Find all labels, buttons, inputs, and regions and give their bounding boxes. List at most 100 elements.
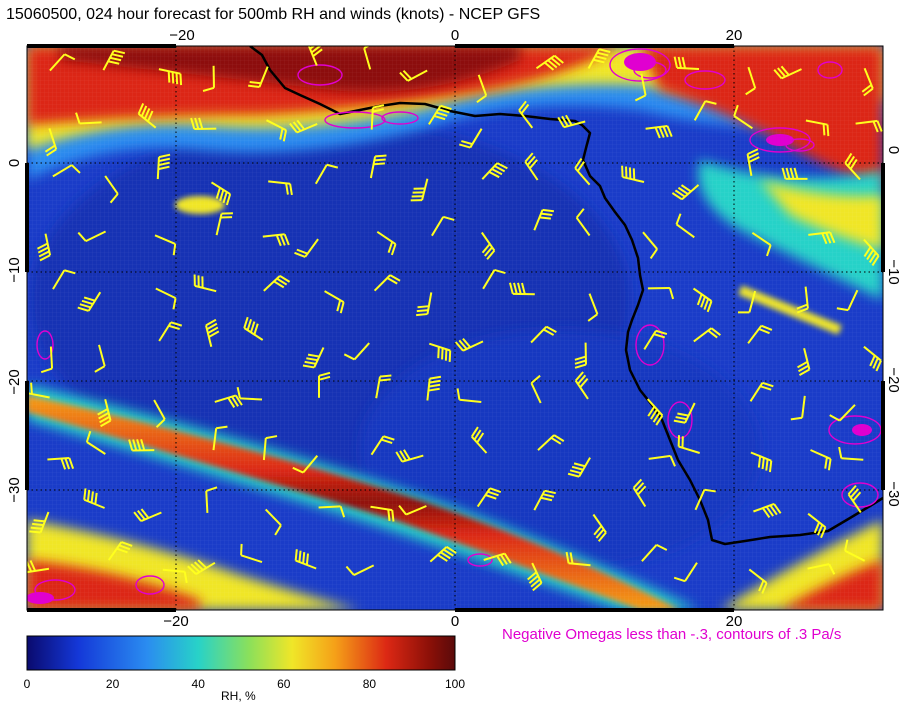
wind-barb [158, 321, 183, 342]
lat-label-left-s10: −10 [6, 257, 23, 282]
wind-barb [671, 184, 700, 201]
wind-barb [395, 449, 424, 463]
wind-barb [162, 568, 188, 584]
wind-barb [642, 231, 658, 259]
colorbar-ticks: 0 20 40 60 80 100 [24, 677, 466, 691]
wind-barb [264, 508, 282, 536]
wind-barb [807, 512, 827, 539]
wind-barb [190, 117, 217, 130]
wind-barb [587, 48, 611, 69]
wind-barb [416, 292, 433, 317]
wind-barb [324, 290, 345, 314]
wind-barb [289, 119, 318, 134]
wind-barb [481, 162, 508, 180]
wind-barb [262, 233, 290, 247]
wind-barb [673, 402, 696, 424]
wind-barb [187, 559, 216, 575]
wind-barb [748, 568, 768, 594]
wind-barb [863, 345, 882, 372]
wind-barb [263, 275, 291, 292]
wind-barb [154, 234, 177, 256]
lat-label-right-s20: −20 [885, 367, 902, 392]
wind-barb [75, 112, 102, 125]
wind-barb [632, 478, 647, 508]
colorbar-tick-label: 40 [192, 677, 206, 691]
wind-barb [370, 505, 395, 522]
lat-label-left-s20: −20 [6, 369, 23, 394]
wind-barb [370, 104, 385, 130]
wind-barb [844, 152, 861, 181]
colorbar-tick-label: 0 [24, 677, 31, 691]
wind-barb [634, 73, 647, 102]
lat-lon-grid [27, 46, 883, 610]
wind-barb [733, 104, 753, 130]
wind-barb [476, 487, 502, 508]
wind-barb [318, 505, 346, 518]
wind-barb [262, 435, 278, 461]
wind-barb [810, 449, 832, 471]
coastline [249, 46, 883, 546]
wind-barb [399, 69, 428, 82]
wind-barb [476, 74, 488, 103]
wind-barb [77, 230, 107, 243]
lat-label-left-s30: −30 [6, 477, 23, 502]
wind-barb [294, 238, 319, 258]
wind-barb [773, 65, 802, 80]
wind-barb [692, 287, 713, 313]
wind-barb [518, 100, 534, 129]
wind-barb [750, 451, 773, 473]
wind-barb [236, 386, 263, 401]
wind-barb [646, 398, 664, 426]
wind-barb [673, 562, 698, 583]
wind-barb [428, 342, 452, 362]
wind-barb [829, 404, 856, 422]
wind-barb [44, 128, 58, 157]
wind-barb [673, 56, 700, 70]
wind-barb [376, 230, 397, 256]
wind-barb [266, 119, 288, 142]
wind-barb [530, 325, 557, 344]
wind-barb [52, 269, 76, 290]
wind-barbs [27, 46, 883, 594]
wind-barb [318, 371, 331, 398]
wind-barb [587, 293, 599, 322]
wind-barb [693, 327, 721, 343]
wind-barb [574, 158, 591, 186]
wind-barb [456, 388, 482, 403]
wind-barb [302, 347, 325, 369]
wind-barb [314, 163, 339, 185]
wind-barb [535, 54, 564, 71]
wind-barb [343, 342, 370, 361]
colorbar-label: RH, % [221, 689, 256, 703]
wind-barb [77, 291, 102, 312]
lon-label-top-e20: 20 [726, 27, 743, 44]
wind-barb [375, 374, 392, 399]
wind-barb [533, 489, 556, 511]
wind-barb [855, 119, 883, 133]
frame-ticks [25, 44, 885, 612]
wind-barb [137, 103, 157, 129]
lon-label-bottom-0: 0 [451, 613, 459, 630]
wind-barb [796, 286, 809, 314]
wind-barb [202, 65, 215, 92]
wind-barb [567, 457, 591, 478]
wind-barb [694, 488, 716, 511]
wind-barb [363, 46, 375, 70]
wind-barb [863, 238, 880, 266]
wind-barb [215, 212, 233, 236]
wind-barb [85, 430, 106, 455]
wind-barb [94, 344, 106, 373]
wind-barb [214, 394, 243, 408]
wind-barb [745, 66, 757, 96]
wind-barb [210, 181, 232, 206]
colorbar [26, 635, 456, 671]
colorbar-tick-label: 80 [363, 677, 377, 691]
wind-barb [429, 546, 457, 563]
wind-barb [592, 513, 607, 542]
wind-barb [52, 164, 81, 178]
lon-label-top-0: 0 [451, 27, 459, 44]
wind-barb [575, 208, 591, 237]
wind-barb [29, 511, 50, 534]
wind-barb [675, 213, 695, 239]
